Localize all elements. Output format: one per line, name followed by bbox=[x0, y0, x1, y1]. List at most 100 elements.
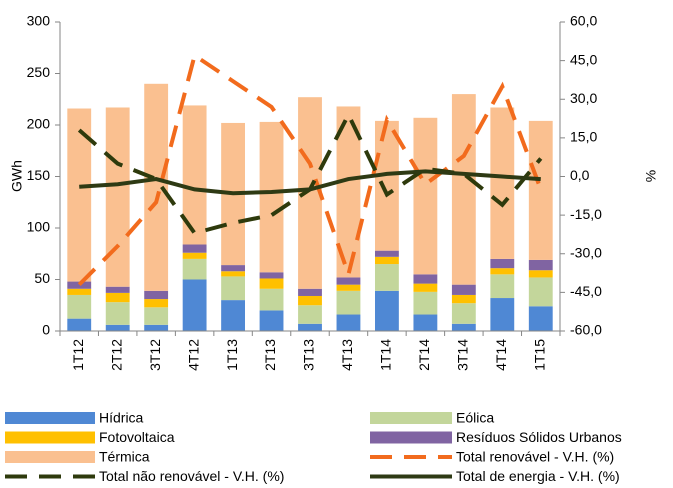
y2-tick-label: 30,0 bbox=[570, 90, 597, 106]
bar-segment bbox=[336, 314, 361, 331]
bar-segment bbox=[413, 314, 438, 331]
bar-segment bbox=[298, 323, 322, 331]
legend-label: Fotovoltaica bbox=[99, 429, 175, 445]
bar-segment bbox=[182, 244, 207, 253]
legend-label: Total de energia - V.H. (%) bbox=[456, 468, 620, 484]
bar-segment bbox=[336, 290, 361, 315]
legend-label: Total renovável - V.H. (%) bbox=[456, 449, 614, 465]
bar-segment bbox=[413, 117, 438, 275]
bar-segment bbox=[336, 277, 361, 285]
bar-segment bbox=[490, 268, 515, 275]
legend-label: Hídrica bbox=[99, 410, 144, 426]
bar-segment bbox=[67, 281, 92, 289]
bar-segment bbox=[528, 259, 553, 271]
bar-segment bbox=[144, 307, 169, 325]
bar-segment bbox=[451, 323, 476, 331]
bar-segment bbox=[67, 294, 92, 319]
y-tick-label: 300 bbox=[27, 13, 51, 29]
bar-segment bbox=[144, 324, 169, 331]
bar-segment bbox=[105, 286, 130, 293]
line-series bbox=[77, 52, 543, 287]
legend-swatch bbox=[5, 451, 95, 463]
bar-segment bbox=[144, 299, 169, 308]
legend-label: Resíduos Sólidos Urbanos bbox=[456, 429, 622, 445]
legend-swatch bbox=[5, 431, 95, 444]
bar-segment bbox=[490, 107, 515, 259]
bar-segment bbox=[528, 120, 553, 260]
bar-segment bbox=[221, 300, 245, 331]
y-tick-label: 150 bbox=[27, 167, 51, 183]
bar-segment bbox=[413, 291, 438, 315]
x-tick-label: 4T12 bbox=[185, 339, 201, 371]
legend-swatch bbox=[5, 412, 95, 424]
y2-tick-label: 15,0 bbox=[570, 129, 597, 145]
x-tick-label: 1T12 bbox=[70, 339, 86, 371]
bar-segment bbox=[105, 302, 130, 325]
bar-segment bbox=[221, 271, 245, 277]
y-tick-label: 200 bbox=[27, 116, 51, 132]
y-tick-label: 50 bbox=[34, 270, 50, 286]
x-tick-label: 4T13 bbox=[339, 339, 355, 371]
bar-segment bbox=[259, 278, 284, 289]
y2-tick-label: 60,0 bbox=[570, 13, 597, 29]
bar-segment bbox=[105, 324, 130, 331]
legend-label: Eólica bbox=[456, 410, 494, 426]
bar-segment bbox=[259, 310, 284, 331]
legend-label: Total não renovável - V.H. (%) bbox=[99, 468, 284, 484]
bar-segment bbox=[413, 274, 438, 284]
bar-segment bbox=[451, 94, 476, 285]
bar-segment bbox=[259, 121, 284, 273]
x-tick-label: 2T13 bbox=[262, 339, 278, 371]
bar-segment bbox=[490, 258, 515, 269]
bar-segment bbox=[298, 295, 322, 306]
x-tick-label: 1T13 bbox=[224, 339, 240, 371]
bar-segment bbox=[375, 120, 399, 251]
x-tick-label: 2T14 bbox=[416, 339, 432, 371]
bar-segment bbox=[221, 276, 245, 301]
bar-segment bbox=[490, 298, 515, 331]
bar-segment bbox=[105, 107, 130, 287]
bar-segment bbox=[528, 270, 553, 278]
line-series bbox=[79, 169, 541, 196]
legend-swatch bbox=[370, 412, 452, 424]
y2-tick-label: -30,0 bbox=[570, 244, 602, 260]
bar-segment bbox=[528, 277, 553, 307]
bar-segment bbox=[259, 272, 284, 279]
y-tick-label: 250 bbox=[27, 64, 51, 80]
bar-segment bbox=[336, 284, 361, 291]
y-tick-label: 100 bbox=[27, 219, 51, 235]
bar-segment bbox=[182, 252, 207, 259]
legend-swatch bbox=[370, 431, 452, 444]
bar-segment bbox=[144, 83, 169, 291]
y-axis-title: GWh bbox=[9, 160, 25, 192]
bar-segment bbox=[451, 303, 476, 324]
x-tick-label: 4T14 bbox=[493, 339, 509, 371]
x-tick-label: 3T12 bbox=[147, 339, 163, 371]
bar-segment bbox=[413, 283, 438, 292]
y2-tick-label: -60,0 bbox=[570, 322, 602, 338]
y2-tick-label: 0,0 bbox=[570, 167, 590, 183]
bar-segment bbox=[375, 250, 399, 257]
bar-segment bbox=[67, 318, 92, 331]
y2-tick-label: -15,0 bbox=[570, 206, 602, 222]
y2-tick-label: -45,0 bbox=[570, 283, 602, 299]
bar-segment bbox=[144, 290, 169, 300]
bar-segment bbox=[259, 288, 284, 311]
x-tick-label: 1T14 bbox=[378, 339, 394, 371]
x-tick-label: 3T14 bbox=[455, 339, 471, 371]
y-tick-label: 0 bbox=[42, 322, 50, 338]
bar-segment bbox=[298, 97, 322, 289]
bar-segment bbox=[375, 290, 399, 331]
bar-segment bbox=[182, 279, 207, 331]
bar-segment bbox=[451, 294, 476, 304]
x-tick-label: 3T13 bbox=[301, 339, 317, 371]
bar-segment bbox=[67, 288, 92, 295]
bar-segment bbox=[375, 256, 399, 265]
y2-axis-title: % bbox=[643, 170, 659, 182]
bar-segment bbox=[182, 258, 207, 280]
bar-segment bbox=[375, 264, 399, 291]
bar-segment bbox=[182, 105, 207, 245]
bar-segment bbox=[298, 288, 322, 296]
bar-segment bbox=[528, 306, 553, 331]
